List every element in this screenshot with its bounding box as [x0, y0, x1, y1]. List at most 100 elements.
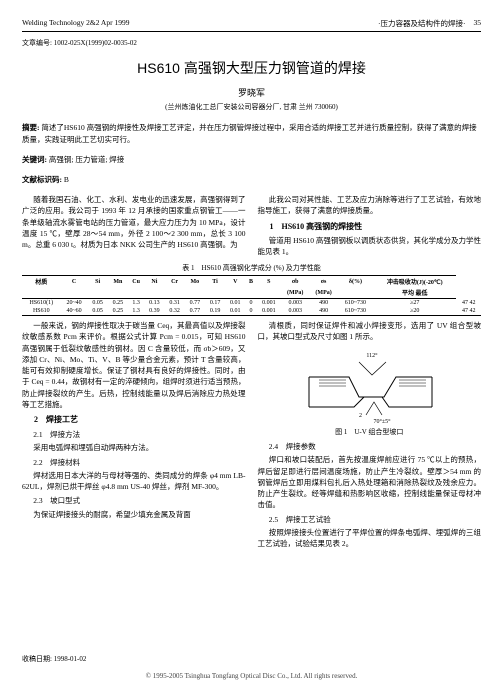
table-header: 冲击吸收功(J)(-20℃): [373, 276, 456, 288]
left-p2: 一般来说，钢的焊接性取决于碳当量 Ceq，其最高值以及焊接裂纹敏感系数 Pcm …: [22, 320, 246, 410]
table-subheader: [225, 287, 245, 299]
table-cell: 0.05: [88, 299, 108, 308]
table-cell: HS610(1): [22, 299, 61, 308]
table-cell: 0.01: [225, 307, 245, 316]
body-row: 一般来说，钢的焊接性取决于碳当量 Ceq，其最高值以及焊接裂纹敏感系数 Pcm …: [22, 320, 481, 551]
section-2-heading: 2 焊接工艺: [22, 414, 246, 426]
clc: 文献标识码: B: [22, 174, 481, 186]
table-cell: 0.17: [205, 299, 225, 308]
table-cell: ≥27: [373, 299, 456, 308]
intro-left: 随着我国石油、化工、水利、发电业的迅速发展，高强钢得到了广泛的应用。我公司于 1…: [22, 194, 246, 259]
table-1-caption: 表 1 HS610 高强钢化学成分 (%) 及力学性能: [22, 263, 481, 273]
keywords: 关键词: 高强钢; 压力管道; 焊接: [22, 154, 481, 166]
p24: 焊口和坡口装配后，首先按温度焊前应进行 75 ℃以上的预热，焊后留足即进行层间温…: [258, 454, 482, 510]
abstract-label: 摘要:: [22, 123, 40, 132]
table-cell: 1.3: [128, 307, 144, 316]
keywords-label: 关键词:: [22, 155, 47, 164]
abstract: 摘要: 简述了HS610 高强钢的焊接性及焊接工艺评定，并在压力钢管焊接过程中，…: [22, 122, 481, 146]
table-subheader: [61, 287, 88, 299]
table-cell: 0.25: [108, 307, 128, 316]
affiliation: (兰州炼油化工总厂安装公司容器分厂, 甘肃 兰州 730060): [22, 102, 481, 112]
table-cell: 0.32: [164, 307, 184, 316]
angle-top-label: 112°: [367, 352, 379, 359]
table-header: Ni: [144, 276, 164, 288]
table-subheader: [88, 287, 108, 299]
table-cell: 0.003: [281, 307, 309, 316]
table-cell: 0.25: [108, 299, 128, 308]
copyright: © 1995-2005 Tsinghua Tongfang Optical Di…: [22, 672, 481, 680]
figure-1: 112° 70°±5° 2 图 1 U-V 组合型坡口: [258, 347, 482, 438]
p22: 焊材选用日本大洋的与母材等强的、类同成分的焊条 φ4 mm LB-62UL，焊剂…: [22, 470, 246, 493]
received-date: 收稿日期: 1998-01-02: [22, 654, 86, 664]
table-cell: 610~730: [338, 307, 373, 316]
keywords-text: 高强钢; 压力管道; 焊接: [49, 155, 124, 164]
header-page: 35: [474, 18, 482, 29]
author: 罗晓军: [22, 86, 481, 99]
table-cell: 0.19: [205, 307, 225, 316]
table-cell: 0: [245, 299, 256, 308]
table-subheader: [108, 287, 128, 299]
table-cell: 40~60: [61, 307, 88, 316]
table-subheader: [164, 287, 184, 299]
article-title: HS610 高强钢大型压力钢管道的焊接: [22, 58, 481, 78]
table-cell: 490: [309, 299, 337, 308]
table-cell: 0.01: [225, 299, 245, 308]
table-subheader: [128, 287, 144, 299]
groove-diagram-icon: 112° 70°±5° 2: [304, 347, 434, 425]
table-subheader: [144, 287, 164, 299]
header-journal: Welding Technology 2&2 Apr 1999: [22, 18, 129, 29]
table-cell: 0.001: [257, 299, 281, 308]
table-header: C: [61, 276, 88, 288]
table-cell: 490: [309, 307, 337, 316]
table-header: Si: [88, 276, 108, 288]
p25: 按照焊接接头位置进行了平焊位置的焊条电弧焊、埋弧焊的三组工艺试验，试验结果见表 …: [258, 527, 482, 550]
table-cell: ≥20: [373, 307, 456, 316]
table-header: V: [225, 276, 245, 288]
table-header: Cu: [128, 276, 144, 288]
table-subheader: [338, 287, 373, 299]
sub-22: 2.2 焊接材料: [22, 457, 246, 468]
table-cell: 0.39: [144, 307, 164, 316]
table-subheader: [245, 287, 256, 299]
figure-1-caption: 图 1 U-V 组合型坡口: [258, 427, 482, 438]
table-header: S: [257, 276, 281, 288]
section-1-heading: 1 HS610 高强钢的焊接性: [258, 221, 482, 233]
p21: 采用电弧焊和埋弧自动焊两种方法。: [22, 442, 246, 453]
table-cell: 0.003: [281, 299, 309, 308]
table-cell: 47 42: [456, 299, 481, 308]
sub-24: 2.4 焊接参数: [258, 441, 482, 452]
table-subheader: [205, 287, 225, 299]
table-cell: 0.77: [185, 299, 205, 308]
left-column: 一般来说，钢的焊接性取决于碳当量 Ceq，其最高值以及焊接裂纹敏感系数 Pcm …: [22, 320, 246, 551]
table-row: HS610(1)20~400.050.251.30.130.310.770.17…: [22, 299, 481, 308]
intro-right: 此我公司对其性能、工艺及应力消除等进行了工艺试验，有效地指导施工，获得了满意的焊…: [258, 194, 482, 259]
table-header: σs: [309, 276, 337, 288]
right-column: 清根质，同时保证焊件和减小焊接变形，选用了 UV 组合型坡口，其坡口型式及尺寸如…: [258, 320, 482, 551]
table-header: δ(%): [338, 276, 373, 288]
section-1-p: 管道用 HS610 高强钢钢板以调质状态供货，其化学成分及力学性能见表 1。: [258, 235, 482, 258]
table-cell: 20~40: [61, 299, 88, 308]
intro-row: 随着我国石油、化工、水利、发电业的迅速发展，高强钢得到了广泛的应用。我公司于 1…: [22, 194, 481, 259]
table-subheader: (MPa): [309, 287, 337, 299]
page-header: Welding Technology 2&2 Apr 1999 ·压力容器及结构…: [22, 18, 481, 32]
right-p3: 清根质，同时保证焊件和减小焊接变形，选用了 UV 组合型坡口，其坡口型式及尺寸如…: [258, 320, 482, 343]
table-header: σb: [281, 276, 309, 288]
sub-21: 2.1 焊接方法: [22, 429, 246, 440]
table-cell: 47 42: [456, 307, 481, 316]
table-cell: 0.13: [144, 299, 164, 308]
clc-text: B: [64, 175, 69, 184]
sub-25: 2.5 焊接工艺试验: [258, 514, 482, 525]
table-header: B: [245, 276, 256, 288]
table-header: 材质: [22, 276, 61, 288]
table-subheader: [22, 287, 61, 299]
angle-bottom-label: 70°±5°: [374, 418, 392, 425]
table-cell: 0.31: [164, 299, 184, 308]
header-section: ·压力容器及结构件的焊接·: [378, 18, 466, 29]
clc-label: 文献标识码:: [22, 175, 62, 184]
table-cell: 0: [245, 307, 256, 316]
sub-23: 2.3 坡口型式: [22, 495, 246, 506]
table-subheader: 平均 最低: [373, 287, 456, 299]
table-header: Mo: [185, 276, 205, 288]
intro-p1: 随着我国石油、化工、水利、发电业的迅速发展，高强钢得到了广泛的应用。我公司于 1…: [22, 194, 246, 250]
table-cell: 610~730: [338, 299, 373, 308]
